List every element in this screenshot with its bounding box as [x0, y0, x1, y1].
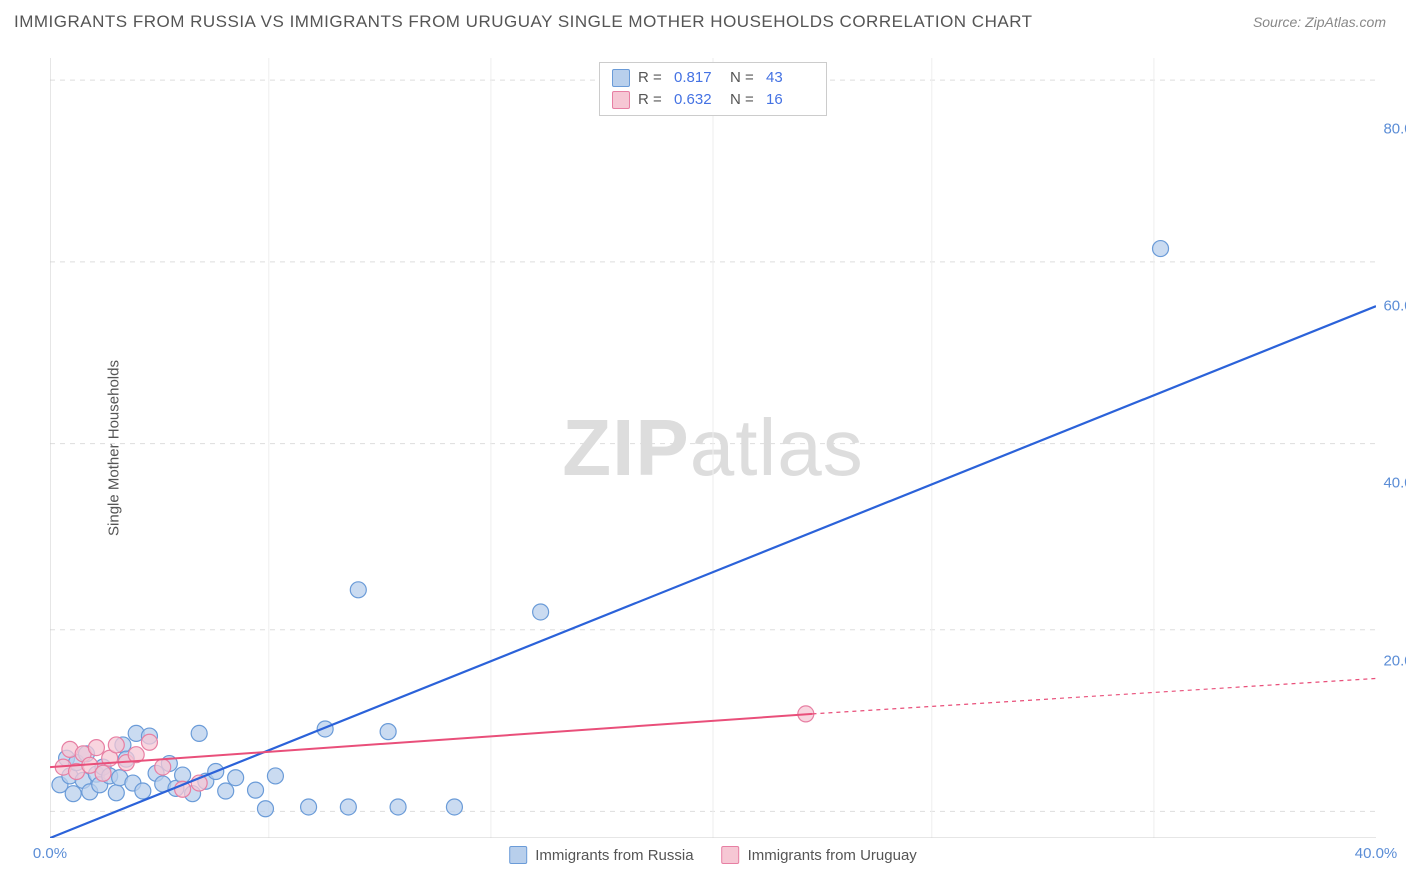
legend-swatch [722, 846, 740, 864]
chart-area: Single Mother Households ZIPatlas R =0.8… [50, 58, 1376, 838]
x-tick-label: 40.0% [1355, 845, 1398, 862]
legend-n-label: N = [730, 89, 758, 111]
legend-n-label: N = [730, 67, 758, 89]
scatter-plot [50, 58, 1376, 838]
source-link[interactable]: ZipAtlas.com [1305, 14, 1386, 30]
y-tick-label: 20.0% [1383, 652, 1406, 669]
series-legend: Immigrants from Russia Immigrants from Ur… [509, 846, 917, 864]
y-tick-label: 40.0% [1383, 475, 1406, 492]
legend-r-label: R = [638, 89, 666, 111]
y-tick-label: 60.0% [1383, 298, 1406, 315]
legend-n-value: 16 [766, 89, 814, 111]
chart-title: IMMIGRANTS FROM RUSSIA VS IMMIGRANTS FRO… [14, 12, 1033, 32]
legend-r-label: R = [638, 67, 666, 89]
y-tick-label: 80.0% [1383, 120, 1406, 137]
series-legend-label: Immigrants from Russia [535, 847, 693, 864]
series-legend-item: Immigrants from Uruguay [722, 846, 917, 864]
legend-r-value: 0.817 [674, 67, 722, 89]
correlation-legend: R = 0.817 N = 43 R = 0.632 N = 16 [599, 62, 827, 116]
legend-swatch [509, 846, 527, 864]
x-tick-label: 0.0% [33, 845, 67, 862]
legend-row: R = 0.632 N = 16 [612, 89, 814, 111]
series-legend-label: Immigrants from Uruguay [748, 847, 917, 864]
source-attribution: Source: ZipAtlas.com [1253, 14, 1386, 30]
legend-swatch [612, 91, 630, 109]
legend-row: R = 0.817 N = 43 [612, 67, 814, 89]
source-prefix: Source: [1253, 14, 1305, 30]
legend-r-value: 0.632 [674, 89, 722, 111]
series-legend-item: Immigrants from Russia [509, 846, 693, 864]
legend-n-value: 43 [766, 67, 814, 89]
legend-swatch [612, 69, 630, 87]
